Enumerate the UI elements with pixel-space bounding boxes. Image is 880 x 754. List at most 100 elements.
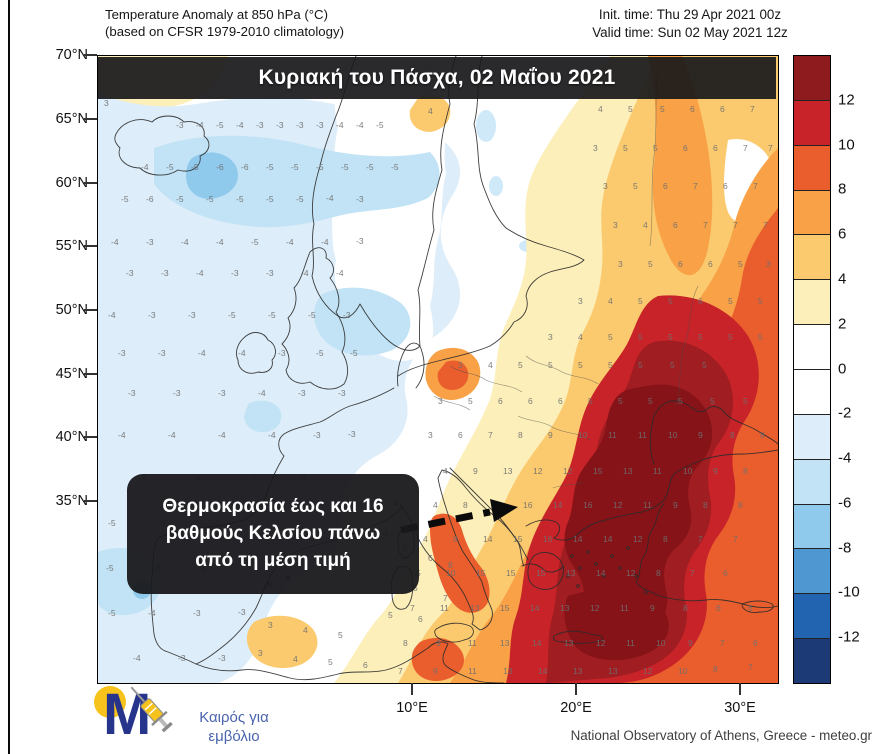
lat-tick-label: 35°N — [55, 493, 88, 509]
contour-label: -5 — [316, 348, 324, 358]
contour-label: 11 — [638, 430, 647, 440]
contour-label: 3 — [766, 259, 771, 269]
contour-label: 11 — [643, 500, 652, 510]
contour-label: 5 — [608, 360, 613, 370]
contour-label: 14 — [532, 638, 542, 648]
contour-label: 15 — [593, 466, 603, 476]
contour-label: 5 — [633, 181, 638, 191]
contour-label: 9 — [436, 638, 441, 648]
contour-label: 4 — [293, 654, 298, 664]
contour-label: -5 — [216, 120, 224, 130]
chart-title-line1: Temperature Anomaly at 850 hPa (°C) — [105, 7, 328, 22]
contour-label: 12 — [533, 466, 543, 476]
left-border-rule — [8, 0, 10, 754]
contour-label: 3 — [258, 648, 263, 658]
colorbar-tick-label: -4 — [838, 449, 852, 467]
contour-label: 7 — [693, 181, 698, 191]
contour-label: 14 — [483, 534, 493, 544]
contour-label: 12 — [633, 534, 643, 544]
colorbar-tick-label: -6 — [838, 494, 852, 512]
contour-label: 6 — [558, 396, 563, 406]
contour-label: 10 — [578, 430, 588, 440]
lat-tick-mark — [84, 118, 97, 120]
contour-label: 9 — [673, 500, 678, 510]
contour-label: -3 — [128, 388, 136, 398]
contour-label: 6 — [723, 568, 728, 578]
contour-label: -4 — [356, 120, 364, 130]
contour-label: 5 — [668, 332, 673, 342]
contour-label: 6 — [720, 104, 725, 114]
colorbar-segment — [794, 504, 830, 550]
logo-letter-m: M — [103, 682, 152, 747]
logo-caption: Καιρός για εμβόλιο — [186, 708, 282, 746]
contour-label: -4 — [111, 237, 119, 247]
colorbar — [793, 55, 831, 684]
contour-label: -3 — [148, 310, 156, 320]
contour-label: -4 — [336, 268, 344, 278]
contour-label: 3 — [613, 220, 618, 230]
contour-label: 7 — [488, 430, 493, 440]
contour-label: 11 — [468, 638, 477, 648]
contour-label: 6 — [713, 143, 718, 153]
contour-label: -3 — [126, 268, 134, 278]
contour-label: 14 — [603, 534, 613, 544]
chart-title: Temperature Anomaly at 850 hPa (°C) (bas… — [105, 6, 344, 40]
contour-label: -3 — [231, 268, 239, 278]
lat-tick-mark — [84, 245, 97, 247]
contour-label: -3 — [313, 430, 321, 440]
contour-label: 6 — [418, 614, 423, 624]
annotation-line: Θερμοκρασία έως και 16 — [162, 496, 384, 517]
contour-label: 5 — [413, 583, 418, 593]
lon-tick-mark — [739, 683, 741, 695]
contour-label: 8 — [738, 500, 743, 510]
contour-label: 5 — [758, 296, 763, 306]
contour-label: 5 — [653, 143, 658, 153]
contour-label: 5 — [738, 259, 743, 269]
contour-label: 13 — [560, 603, 570, 613]
contour-label: 8 — [713, 664, 718, 674]
lat-tick-mark — [84, 54, 97, 56]
contour-label: -3 — [146, 237, 154, 247]
contour-label: 6 — [673, 220, 678, 230]
chart-title-line2: (based on CFSR 1979-2010 climatology) — [105, 24, 344, 39]
contour-label: -5 — [191, 162, 199, 172]
contour-label: 6 — [678, 259, 683, 269]
contour-label: -3 — [356, 194, 364, 204]
contour-label: 8 — [743, 466, 748, 476]
contour-label: 10 — [668, 430, 678, 440]
contour-label: 13 — [500, 638, 510, 648]
contour-label: 6 — [458, 430, 463, 440]
contour-label: 13 — [573, 666, 583, 676]
contour-label: -3 — [266, 268, 274, 278]
contour-label: 12 — [613, 500, 623, 510]
contour-label: -4 — [133, 653, 141, 663]
contour-label: 14 — [573, 534, 583, 544]
contour-label: 5 — [743, 396, 748, 406]
contour-label: -5 — [268, 310, 276, 320]
contour-label: -4 — [108, 310, 116, 320]
contour-label: -5 — [266, 162, 274, 172]
lat-tick-label: 60°N — [55, 175, 88, 191]
contour-label: -4 — [236, 120, 244, 130]
contour-label: 4 — [423, 534, 428, 544]
contour-label: 5 — [678, 396, 683, 406]
contour-label: -3 — [298, 388, 306, 398]
contour-label: 4 — [488, 360, 493, 370]
colorbar-segment — [794, 370, 830, 415]
contour-label: -5 — [376, 120, 384, 130]
contour-label: 11 — [653, 466, 662, 476]
meteo-logo: M Καιρός για εμβόλιο — [90, 684, 290, 752]
contour-label: 6 — [683, 143, 688, 153]
contour-label: -4 — [196, 120, 204, 130]
contour-label: 7 — [720, 638, 725, 648]
lat-tick-label: 70°N — [55, 47, 88, 63]
contour-label: 4 — [428, 106, 433, 116]
contour-label: 9 — [698, 430, 703, 440]
init-time: Init. time: Thu 29 Apr 2021 00z — [598, 7, 782, 22]
contour-label: 11 — [608, 430, 617, 440]
contour-label: -4 — [198, 348, 206, 358]
contour-label: 9 — [433, 666, 438, 676]
contour-label: 16 — [583, 500, 593, 510]
lon-tick-mark — [411, 683, 413, 695]
colorbar-tick-label: 8 — [838, 180, 847, 198]
